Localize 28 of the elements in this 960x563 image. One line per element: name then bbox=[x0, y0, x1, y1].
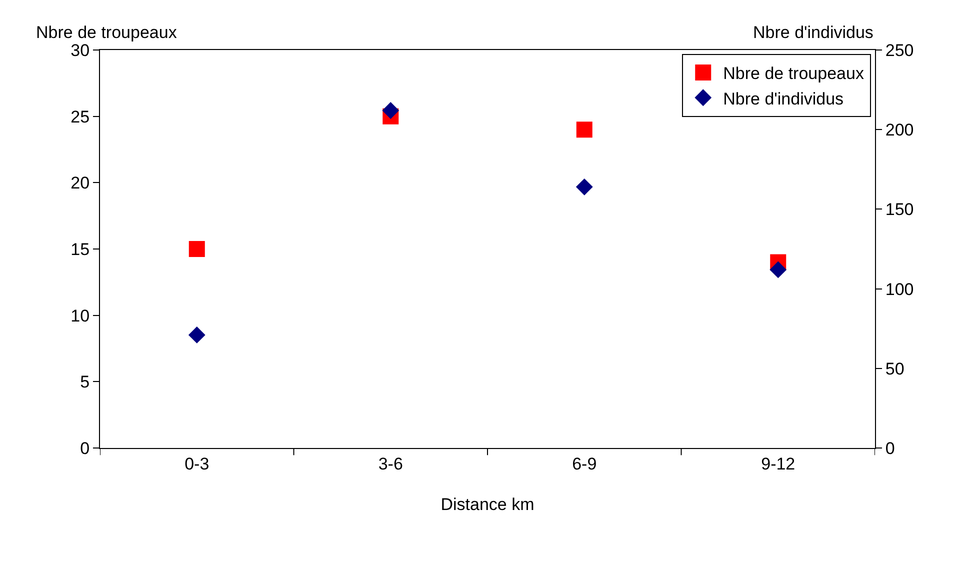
y-tick-label: 20 bbox=[70, 174, 90, 193]
y2-tick-label: 250 bbox=[885, 40, 914, 60]
point bbox=[576, 122, 592, 138]
y2-tick-label: 150 bbox=[885, 200, 914, 220]
point bbox=[188, 326, 206, 344]
legend-label: Nbre d'individus bbox=[723, 89, 844, 108]
y-tick-label: 10 bbox=[70, 306, 90, 326]
x-axis-title: Distance km bbox=[440, 494, 534, 514]
point bbox=[382, 102, 400, 119]
x-tick-label: 9-12 bbox=[761, 454, 796, 474]
point bbox=[576, 178, 593, 196]
x-tick-label: 6-9 bbox=[572, 454, 597, 474]
y2-tick-label: 50 bbox=[885, 359, 904, 378]
y2-tick-label: 200 bbox=[885, 120, 914, 140]
y-axis-title: Nbre de troupeaux bbox=[36, 23, 178, 42]
y-tick-label: 15 bbox=[70, 240, 90, 259]
x-tick-label: 0-3 bbox=[184, 454, 210, 474]
legend-label: Nbre de troupeaux bbox=[723, 64, 864, 84]
y2-tick-label: 0 bbox=[885, 438, 895, 458]
y2-tick-label: 100 bbox=[885, 280, 914, 299]
y2-axis-title: Nbre d'individus bbox=[753, 23, 874, 42]
x-tick-label: 3-6 bbox=[378, 454, 403, 474]
y-tick-label: 5 bbox=[80, 372, 90, 392]
y-tick-label: 30 bbox=[70, 40, 90, 60]
y-tick-label: 25 bbox=[70, 107, 90, 126]
y-tick-label: 0 bbox=[80, 438, 90, 458]
point bbox=[770, 261, 787, 278]
point bbox=[188, 241, 205, 257]
